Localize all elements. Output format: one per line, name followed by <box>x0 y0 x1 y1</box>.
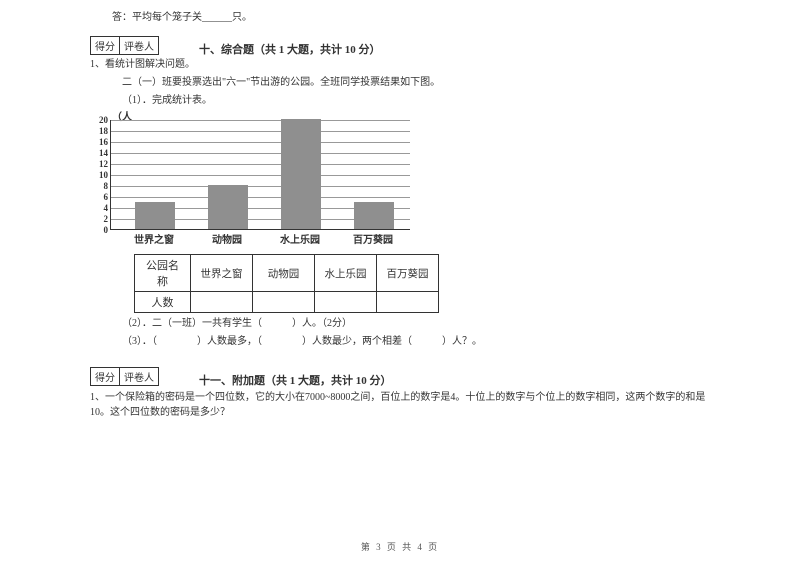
table-row-label: 人数 <box>135 292 191 313</box>
table-cell <box>253 292 315 313</box>
table-col-header: 世界之窗 <box>191 255 253 292</box>
chart-gridline <box>111 186 410 187</box>
chart-gridline <box>111 142 410 143</box>
chart-gridline <box>111 153 410 154</box>
y-tick-label: 10 <box>92 171 108 180</box>
chart-gridline <box>111 164 410 165</box>
table-row: 人数 <box>135 292 439 313</box>
table-col-header: 水上乐园 <box>315 255 377 292</box>
page-footer: 第 3 页 共 4 页 <box>0 540 800 553</box>
chart-bar <box>354 202 394 230</box>
y-tick-label: 6 <box>92 193 108 202</box>
table-cell <box>191 292 253 313</box>
chart-gridline <box>111 175 410 176</box>
chart-bar <box>281 119 321 229</box>
q10-sub3: （2）．二（一班）一共有学生（ ）人。（2分） <box>90 316 710 331</box>
chart-gridline <box>111 197 410 198</box>
score-cell: 得分 <box>91 368 120 385</box>
q10-1: 1、看统计图解决问题。 <box>90 57 710 72</box>
q10-1-sub1: 二（一）班要投票选出"六一"节出游的公园。全班同学投票结果如下图。 <box>90 75 710 90</box>
y-tick-label: 2 <box>92 215 108 224</box>
y-tick-label: 14 <box>92 149 108 158</box>
y-tick-label: 8 <box>92 182 108 191</box>
table-col-header: 动物园 <box>253 255 315 292</box>
table-row-label: 公园名称 <box>135 255 191 292</box>
score-cell: 得分 <box>91 37 120 54</box>
section-11-title: 十一、附加题（共 1 大题，共计 10 分） <box>159 372 392 388</box>
vote-table: 公园名称 世界之窗 动物园 水上乐园 百万葵园 人数 <box>134 254 439 313</box>
bar-chart: （人 20181614121086420 世界之窗动物园水上乐园百万葵园 <box>90 112 420 248</box>
x-tick-label: 百万葵园 <box>343 231 403 246</box>
y-tick-label: 18 <box>92 127 108 136</box>
x-tick-label: 动物园 <box>197 231 257 246</box>
chart-bar <box>135 202 175 230</box>
x-tick-label: 水上乐园 <box>270 231 330 246</box>
y-tick-label: 4 <box>92 204 108 213</box>
chart-gridline <box>111 120 410 121</box>
table-cell <box>377 292 439 313</box>
grader-cell: 评卷人 <box>120 368 158 385</box>
table-col-header: 百万葵园 <box>377 255 439 292</box>
y-tick-label: 12 <box>92 160 108 169</box>
q10-sub4: （3）．（ ）人数最多，（ ）人数最少，两个相差（ ）人？。 <box>90 334 710 349</box>
y-tick-label: 0 <box>92 226 108 235</box>
chart-bar <box>208 185 248 229</box>
answer-line: 答：平均每个笼子关______只。 <box>90 10 710 25</box>
score-grader-box-11: 得分 评卷人 <box>90 367 159 386</box>
chart-plot-area <box>110 120 410 230</box>
score-grader-box-10: 得分 评卷人 <box>90 36 159 55</box>
q11-1: 1、一个保险箱的密码是一个四位数，它的大小在7000~8000之间，百位上的数字… <box>90 390 710 420</box>
y-tick-label: 16 <box>92 138 108 147</box>
table-cell <box>315 292 377 313</box>
grader-cell: 评卷人 <box>120 37 158 54</box>
y-tick-label: 20 <box>92 116 108 125</box>
q10-1-sub2: （1）．完成统计表。 <box>90 93 710 108</box>
table-row: 公园名称 世界之窗 动物园 水上乐园 百万葵园 <box>135 255 439 292</box>
section-10-title: 十、综合题（共 1 大题，共计 10 分） <box>159 41 381 57</box>
x-tick-label: 世界之窗 <box>124 231 184 246</box>
chart-gridline <box>111 131 410 132</box>
